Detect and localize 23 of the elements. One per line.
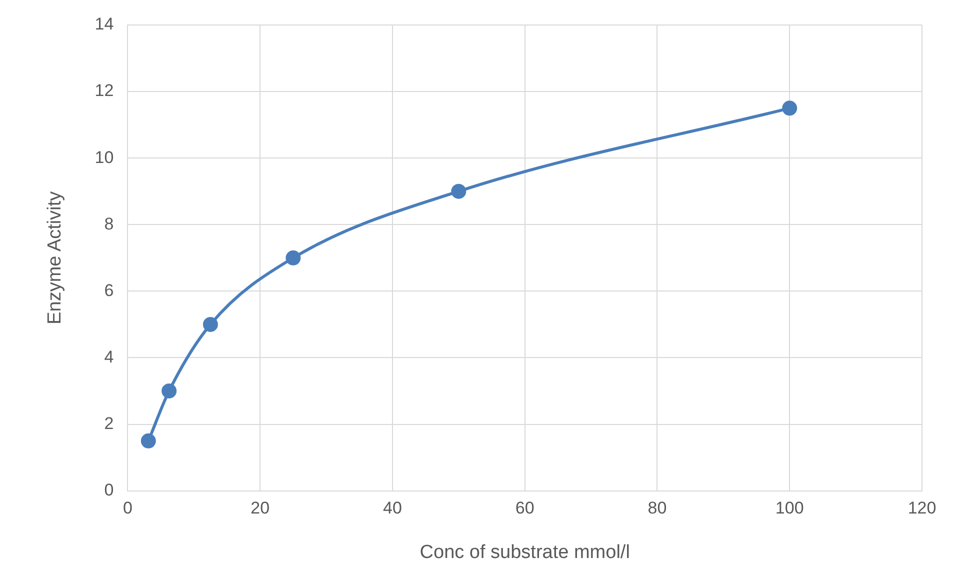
x-tick-label: 120	[908, 498, 936, 518]
y-tick-label: 6	[104, 280, 114, 300]
point	[782, 100, 798, 116]
x-tick-label: 0	[122, 498, 132, 518]
y-tick-label: 12	[94, 81, 114, 100]
x-axis-title: Conc of substrate mmol/l	[420, 542, 630, 563]
x-tick-label: 40	[383, 498, 402, 518]
y-tick-label: 2	[104, 414, 114, 433]
x-tick-label: 100	[775, 498, 804, 518]
y-tick-label: 10	[94, 148, 114, 167]
x-tick-label: 80	[648, 498, 667, 518]
y-tick-label: 14	[94, 14, 114, 34]
x-tick-label: 60	[515, 498, 534, 518]
x-tick-label: 20	[250, 498, 270, 518]
point	[162, 383, 177, 398]
y-tick-label: 8	[104, 214, 114, 234]
y-axis-title: Enzyme Activity	[44, 190, 66, 324]
y-tick-label: 4	[104, 347, 114, 366]
point	[286, 250, 301, 266]
y-tick-label: 0	[104, 480, 114, 500]
point	[140, 433, 156, 448]
point	[202, 316, 218, 332]
point	[451, 184, 466, 199]
